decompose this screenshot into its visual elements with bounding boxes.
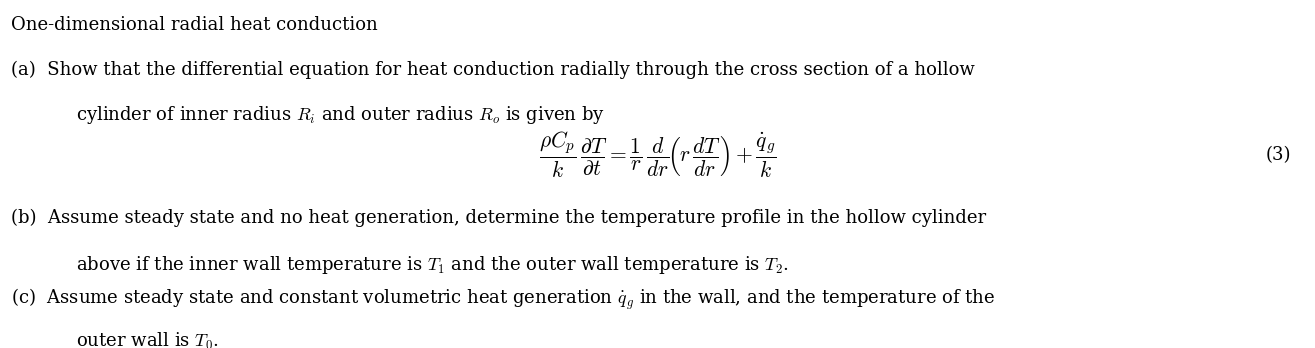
Text: (a)  Show that the differential equation for heat conduction radially through th: (a) Show that the differential equation … — [11, 61, 974, 79]
Text: cylinder of inner radius $R_i$ and outer radius $R_o$ is given by: cylinder of inner radius $R_i$ and outer… — [76, 104, 605, 126]
Text: (b)  Assume steady state and no heat generation, determine the temperature profi: (b) Assume steady state and no heat gene… — [11, 209, 986, 227]
Text: $\dfrac{\rho C_p}{k}\,\dfrac{\partial T}{\partial t} = \dfrac{1}{r}\,\dfrac{d}{d: $\dfrac{\rho C_p}{k}\,\dfrac{\partial T}… — [539, 130, 776, 180]
Text: above if the inner wall temperature is $T_1$ and the outer wall temperature is $: above if the inner wall temperature is $… — [76, 254, 789, 276]
Text: One-dimensional radial heat conduction: One-dimensional radial heat conduction — [11, 16, 377, 34]
Text: (3): (3) — [1266, 146, 1291, 164]
Text: (c)  Assume steady state and constant volumetric heat generation $\dot{q}_g$ in : (c) Assume steady state and constant vol… — [11, 287, 994, 313]
Text: outer wall is $T_0$.: outer wall is $T_0$. — [76, 331, 220, 348]
